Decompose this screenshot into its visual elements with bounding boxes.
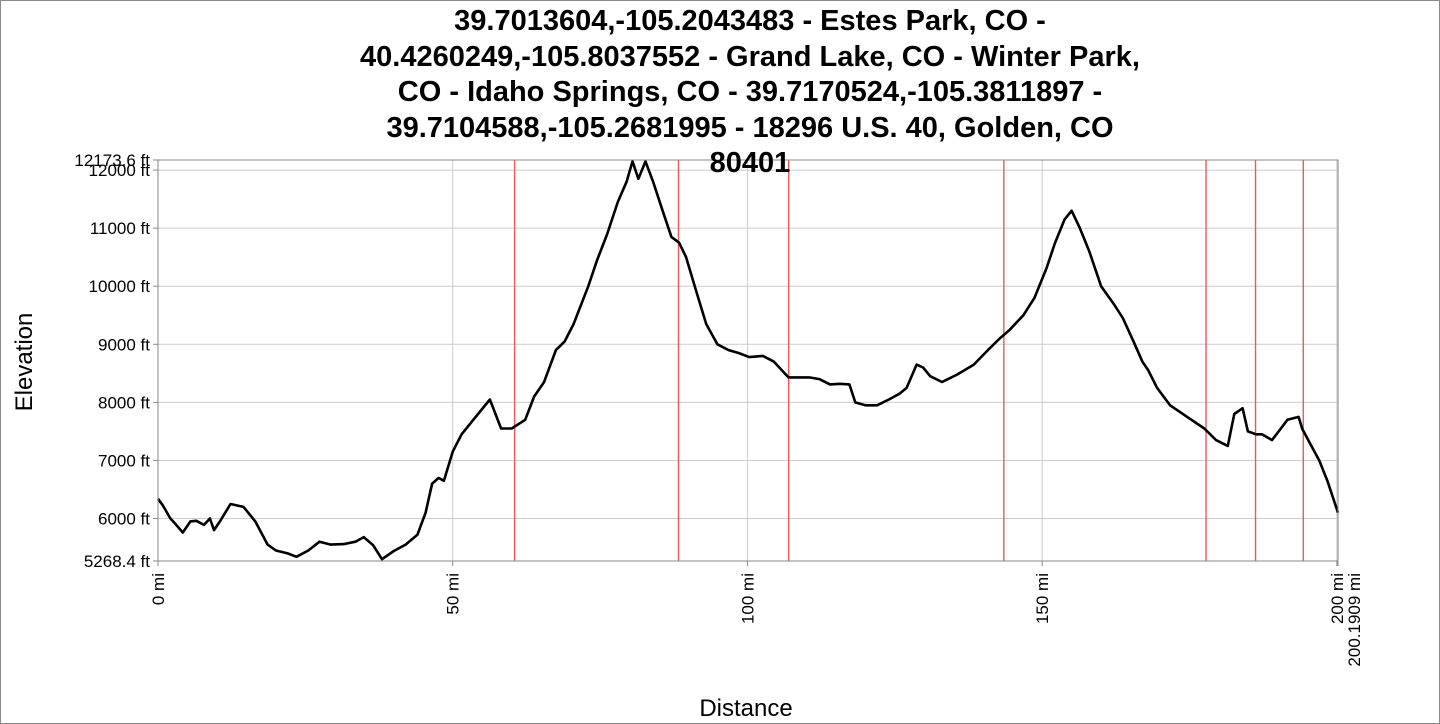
y-axis-ticks: 5268.4 ft 6000 ft 7000 ft 8000 ft 9000 ft 100…	[74, 151, 158, 571]
chart-title-line: 40.4260249,-105.8037552 - Grand Lake, CO…	[360, 40, 1140, 73]
chart-title-line: 80401	[709, 147, 791, 179]
y-tick-label: 11000 ft	[90, 219, 150, 238]
chart-title-line: 39.7013604,-105.2043483 - Estes Park, CO…	[454, 5, 1046, 37]
chart-title-line: 39.7104588,-105.2681995 - 18296 U.S. 40,…	[386, 111, 1114, 144]
y-tick-label: 6000 ft	[98, 510, 150, 529]
x-tick-label: 200.1909 mi	[1345, 573, 1364, 667]
x-axis-label: Distance	[699, 695, 792, 722]
y-tick-label: 9000 ft	[98, 335, 150, 354]
y-tick-label: 12173.6 ft	[74, 151, 150, 170]
chart-title-line: CO - Idaho Springs, CO - 39.7170524,-105…	[397, 76, 1103, 108]
y-axis-label: Elevation	[11, 313, 38, 412]
x-tick-label: 50 mi	[444, 573, 463, 615]
waypoint-markers	[513, 160, 1304, 561]
y-tick-label: 12000 ft	[89, 161, 151, 180]
y-tick-label: 8000 ft	[98, 393, 150, 412]
x-tick-label: 100 mi	[738, 573, 757, 624]
plot-border	[157, 159, 1339, 562]
plot-area	[158, 160, 1338, 561]
elevation-series-line	[156, 160, 1340, 561]
y-tick-label: 7000 ft	[98, 451, 150, 470]
x-tick-label: 0 mi	[149, 573, 168, 605]
chart-title: 39.7013604,-105.2043483 - Estes Park, CO…	[250, 4, 1250, 182]
y-tick-label: 5268.4 ft	[84, 552, 150, 571]
y-tick-label: 10000 ft	[89, 277, 151, 296]
x-tick-label: 200 mi	[1328, 573, 1347, 624]
x-tick-label: 150 mi	[1033, 573, 1052, 624]
